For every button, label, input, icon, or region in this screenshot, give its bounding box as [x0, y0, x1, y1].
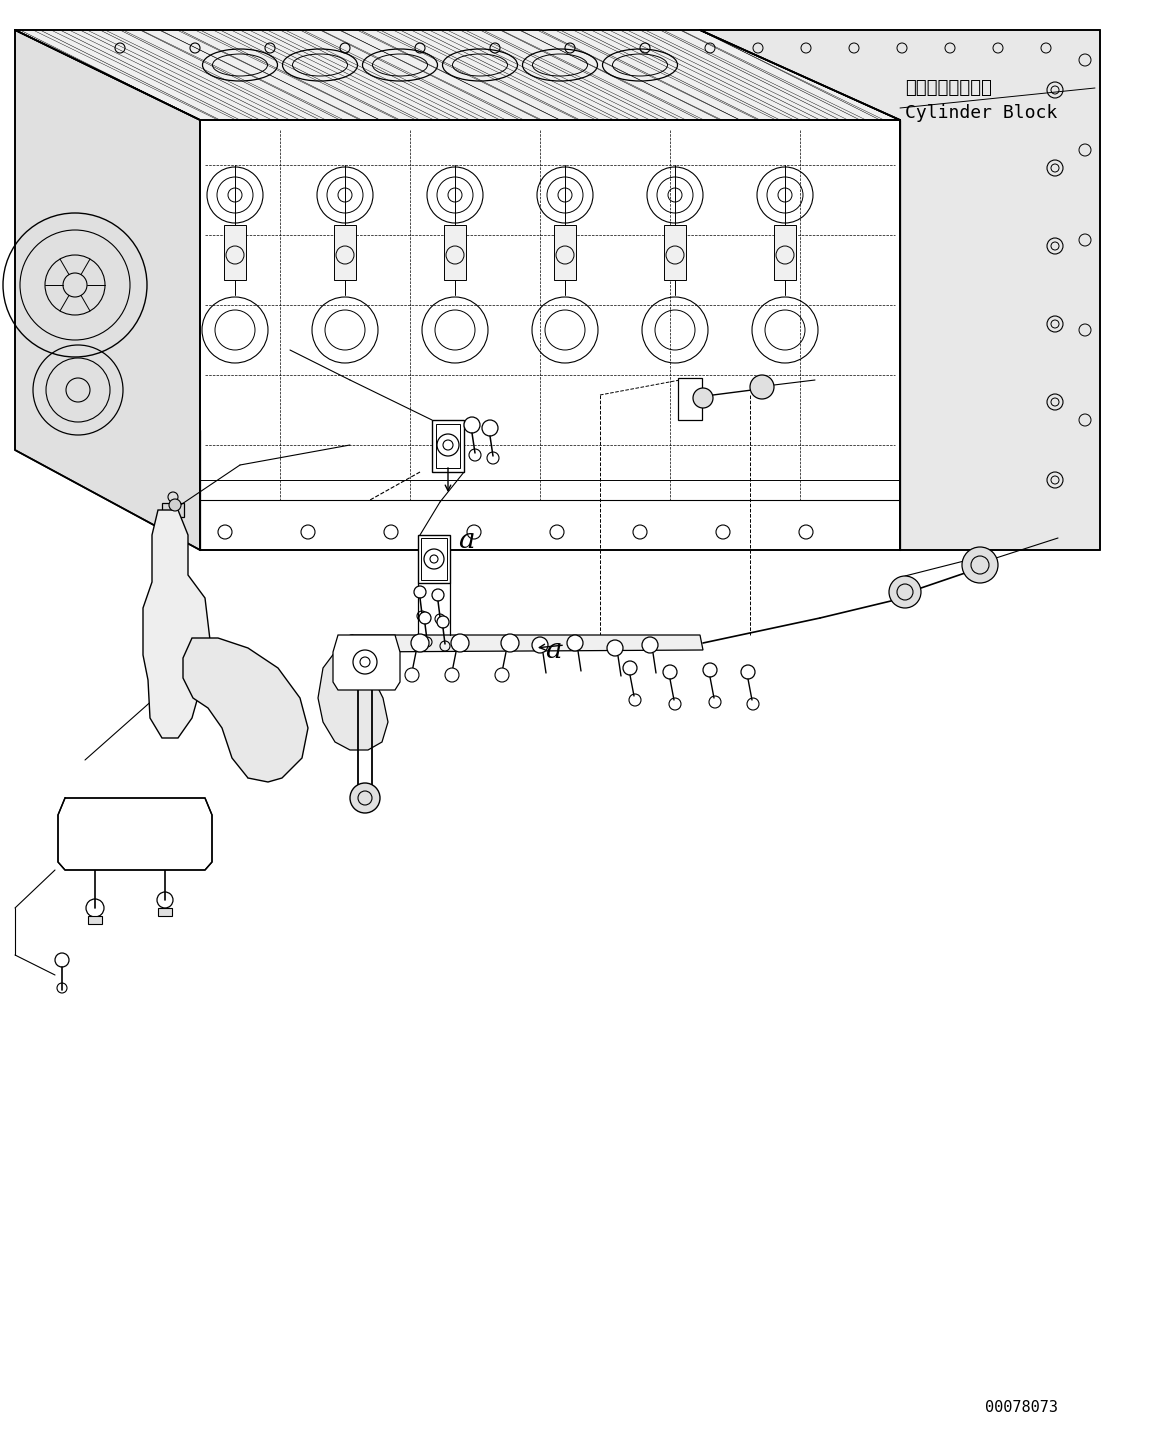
Circle shape — [501, 634, 519, 653]
Circle shape — [437, 617, 449, 628]
Circle shape — [419, 612, 431, 624]
Circle shape — [889, 576, 921, 608]
Circle shape — [411, 634, 429, 653]
Bar — [421, 539, 447, 580]
Bar — [334, 225, 356, 280]
Circle shape — [495, 669, 509, 682]
Polygon shape — [143, 510, 211, 738]
Circle shape — [464, 417, 480, 433]
Bar — [162, 503, 184, 517]
Circle shape — [431, 589, 444, 601]
Polygon shape — [317, 635, 388, 749]
Bar — [678, 378, 702, 420]
Text: Cylinder Block: Cylinder Block — [905, 104, 1057, 121]
Polygon shape — [15, 30, 900, 120]
Circle shape — [451, 634, 469, 653]
Text: a: a — [545, 637, 562, 664]
Circle shape — [405, 669, 419, 682]
Text: a: a — [458, 527, 475, 554]
Polygon shape — [15, 30, 200, 550]
Polygon shape — [350, 635, 702, 653]
Polygon shape — [183, 638, 308, 783]
Bar — [74, 809, 110, 864]
Bar — [418, 534, 450, 583]
Circle shape — [568, 635, 583, 651]
Bar — [436, 425, 461, 468]
Circle shape — [350, 783, 380, 813]
Circle shape — [642, 637, 658, 653]
Polygon shape — [700, 30, 1100, 550]
Bar — [224, 225, 247, 280]
Polygon shape — [200, 120, 900, 550]
Bar — [431, 420, 464, 472]
Bar — [158, 908, 172, 915]
Circle shape — [481, 420, 498, 436]
Circle shape — [531, 637, 548, 653]
Circle shape — [623, 661, 637, 674]
Circle shape — [169, 500, 181, 511]
Bar — [444, 225, 466, 280]
Bar — [775, 225, 795, 280]
Circle shape — [962, 547, 998, 583]
Circle shape — [445, 669, 459, 682]
Circle shape — [750, 375, 775, 399]
Circle shape — [702, 663, 718, 677]
Bar — [155, 809, 190, 864]
Bar — [88, 915, 102, 924]
Circle shape — [693, 388, 713, 409]
Circle shape — [607, 640, 623, 656]
Bar — [664, 225, 686, 280]
Circle shape — [741, 666, 755, 679]
Polygon shape — [58, 799, 212, 869]
Circle shape — [663, 666, 677, 679]
Circle shape — [414, 586, 426, 598]
Bar — [554, 225, 576, 280]
Polygon shape — [333, 635, 400, 690]
Text: 00078073: 00078073 — [985, 1401, 1058, 1415]
Text: シリンダブロック: シリンダブロック — [905, 79, 992, 97]
